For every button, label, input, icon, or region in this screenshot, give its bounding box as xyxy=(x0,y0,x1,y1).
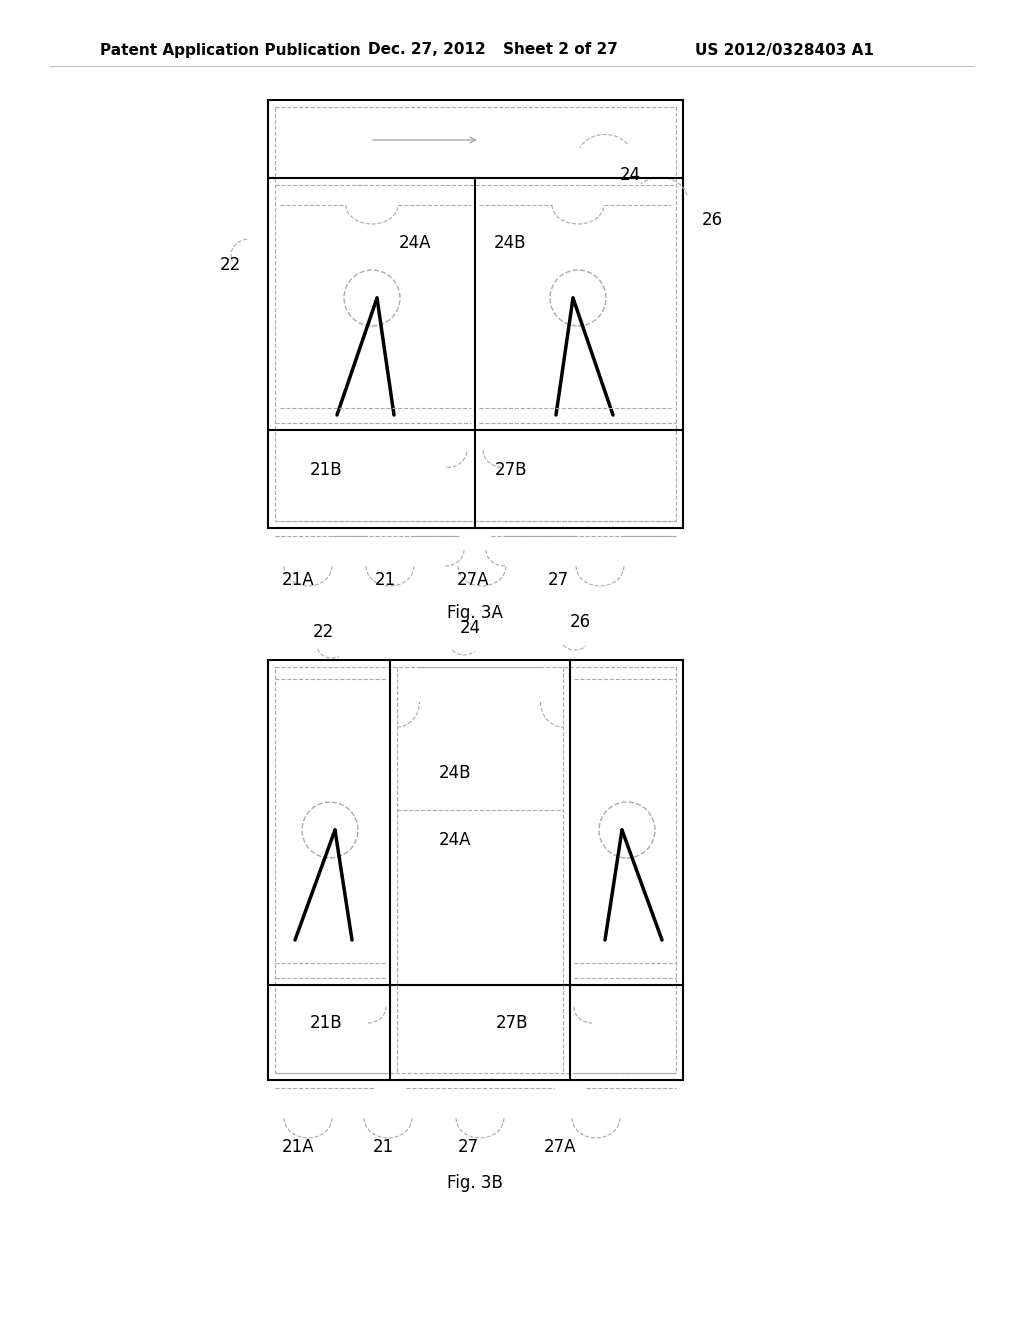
Text: 21: 21 xyxy=(375,572,395,589)
Text: 24B: 24B xyxy=(494,234,526,252)
Text: 24B: 24B xyxy=(438,764,471,781)
Text: 27A: 27A xyxy=(457,572,489,589)
Text: 27: 27 xyxy=(458,1138,478,1156)
Text: Fig. 3B: Fig. 3B xyxy=(447,1173,503,1192)
Text: 26: 26 xyxy=(569,612,591,631)
Text: 24: 24 xyxy=(460,619,480,638)
Text: 21B: 21B xyxy=(310,461,343,479)
Text: Dec. 27, 2012: Dec. 27, 2012 xyxy=(368,42,485,58)
Text: 26: 26 xyxy=(701,211,723,228)
Text: Patent Application Publication: Patent Application Publication xyxy=(100,42,360,58)
Text: 27A: 27A xyxy=(544,1138,577,1156)
Text: Sheet 2 of 27: Sheet 2 of 27 xyxy=(503,42,617,58)
Text: 22: 22 xyxy=(219,256,241,275)
Text: 21A: 21A xyxy=(282,1138,314,1156)
Text: US 2012/0328403 A1: US 2012/0328403 A1 xyxy=(695,42,873,58)
Text: 27B: 27B xyxy=(495,461,527,479)
Text: 24A: 24A xyxy=(398,234,431,252)
Text: 21: 21 xyxy=(373,1138,393,1156)
Text: 27B: 27B xyxy=(496,1014,528,1032)
Text: 27: 27 xyxy=(548,572,568,589)
Text: 24A: 24A xyxy=(438,832,471,849)
Text: Fig. 3A: Fig. 3A xyxy=(447,605,503,622)
Text: 21A: 21A xyxy=(282,572,314,589)
Text: 22: 22 xyxy=(312,623,334,642)
Text: 21B: 21B xyxy=(310,1014,343,1032)
Text: 24: 24 xyxy=(620,166,641,183)
